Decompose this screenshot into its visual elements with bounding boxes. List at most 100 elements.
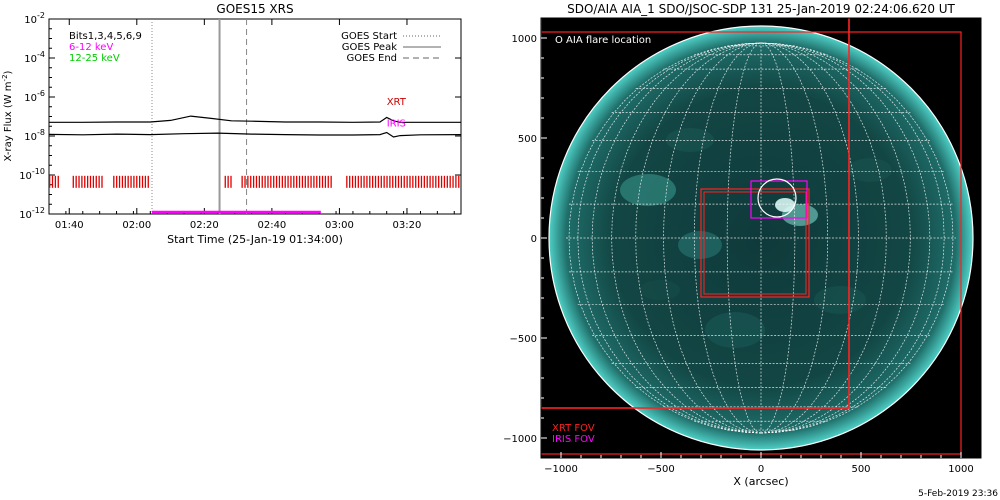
aia-flare-circle bbox=[757, 178, 797, 218]
xrt-coverage-mark bbox=[330, 175, 332, 188]
goes-ytick-label: 10-2 bbox=[24, 11, 45, 26]
aia-xtick-label: 1000 bbox=[948, 464, 973, 475]
xrt-coverage-mark bbox=[435, 175, 437, 188]
goes-ytick-base: 10 bbox=[24, 93, 37, 104]
aia-legend-xrt: XRT FOV bbox=[552, 423, 595, 434]
longitude-line bbox=[726, 42, 762, 434]
goes-ytick-base: 10 bbox=[19, 210, 32, 221]
xrt-coverage-mark bbox=[440, 175, 443, 188]
xrt-coverage-mark bbox=[121, 175, 124, 188]
xrt-coverage-mark bbox=[432, 175, 434, 188]
goes-xtick-label: 03:20 bbox=[393, 220, 422, 231]
goes-ytick-base: 10 bbox=[24, 132, 37, 143]
xrt-coverage-mark bbox=[136, 175, 138, 188]
xrt-coverage-mark bbox=[224, 175, 226, 188]
xrt-coverage-mark bbox=[386, 175, 388, 188]
goes-ytick-base: 10 bbox=[24, 54, 37, 65]
xrt-coverage-mark bbox=[95, 175, 97, 188]
aia-axes: −1000 −500 0 500 1000 −1000 −500 0 500 1000 bbox=[503, 34, 974, 475]
aia-xtick-label: −1000 bbox=[544, 464, 578, 475]
goes-ytick-exp: -10 bbox=[32, 167, 45, 176]
xrt-coverage-mark bbox=[144, 175, 147, 188]
aia-xtick-label: 0 bbox=[758, 464, 764, 475]
goes-xtick-label: 02:00 bbox=[122, 220, 151, 231]
goes-series-line-0 bbox=[49, 115, 461, 123]
longitude-line bbox=[760, 42, 796, 434]
goes-legend-right-item: GOES Peak bbox=[342, 42, 397, 53]
longitude-line bbox=[760, 42, 829, 434]
xrt-coverage-mark bbox=[327, 175, 329, 188]
goes-title: GOES15 XRS bbox=[216, 2, 293, 16]
xrt-coverage-mark bbox=[406, 175, 408, 188]
xrt-coverage-mark bbox=[147, 175, 149, 188]
xrt-coverage-mark bbox=[75, 175, 77, 188]
xrt-coverage-mark bbox=[247, 175, 249, 188]
aia-ytick-label: 0 bbox=[531, 234, 537, 245]
aia-image-panel: SDO/AIA AIA_1 SDO/JSOC-SDP 131 25-Jan-20… bbox=[503, 2, 982, 488]
xrt-coverage-mark bbox=[261, 175, 263, 188]
xrt-coverage-mark bbox=[446, 175, 448, 188]
goes-ytick-exp: -2 bbox=[37, 11, 45, 20]
xrt-coverage-mark bbox=[51, 175, 54, 188]
xrt-coverage-mark bbox=[118, 175, 121, 188]
aia-legend-flare: O AIA flare location bbox=[555, 35, 651, 46]
xrt-coverage-mark bbox=[298, 175, 301, 188]
aia-xtick-label: 500 bbox=[851, 464, 870, 475]
xrt-fov-alt bbox=[541, 18, 850, 409]
xrt-coverage-mark bbox=[293, 175, 295, 188]
xrt-coverage-mark bbox=[133, 175, 135, 188]
xrt-coverage-mark bbox=[255, 175, 258, 188]
goes-legend-left-item: 6-12 keV bbox=[69, 42, 113, 53]
xrt-coverage-mark bbox=[241, 175, 243, 188]
xrt-coverage-mark bbox=[449, 175, 451, 188]
longitude-line bbox=[663, 42, 762, 434]
xrt-coverage-mark bbox=[270, 175, 272, 188]
goes-ytick-base: 10 bbox=[19, 171, 32, 182]
heliographic-grid bbox=[566, 42, 956, 434]
xrt-coverage-mark bbox=[383, 175, 385, 188]
xrt-coverage-mark bbox=[78, 175, 80, 188]
goes-ytick-exp: -12 bbox=[32, 206, 45, 215]
xrt-coverage-mark bbox=[360, 175, 362, 188]
xrt-coverage-mark bbox=[443, 175, 446, 188]
xrt-coverage-mark bbox=[324, 175, 327, 188]
xrt-coverage-mark bbox=[54, 175, 57, 188]
goes-ytick-label: 10-4 bbox=[24, 50, 45, 65]
aia-legend: O AIA flare location XRT FOV IRIS FOV bbox=[552, 35, 651, 445]
longitude-line bbox=[760, 42, 911, 434]
goes-annotation-iris: IRIS bbox=[387, 118, 406, 129]
xrt-coverage-mark bbox=[403, 175, 405, 188]
goes-ylabel-close: ) bbox=[3, 70, 14, 74]
goes-legend-left-item: Bits1,3,4,5,6,9 bbox=[69, 31, 142, 42]
xrt-fov-small bbox=[700, 188, 810, 298]
xrt-coverage-mark bbox=[116, 175, 118, 188]
xrt-coverage-mark bbox=[316, 175, 318, 188]
xrt-coverage-mark bbox=[438, 175, 440, 188]
goes-ytick-label: 10-6 bbox=[24, 89, 45, 104]
xrt-coverage-mark bbox=[349, 175, 351, 188]
xrt-coverage-mark bbox=[429, 175, 431, 188]
xrt-coverage-mark bbox=[113, 175, 115, 188]
xrt-coverage-mark bbox=[452, 175, 454, 188]
xrt-coverage-mark bbox=[412, 175, 414, 188]
goes-ytick-exp: -6 bbox=[37, 89, 45, 98]
xrt-coverage-mark bbox=[81, 175, 83, 188]
fov-overlays bbox=[541, 18, 962, 455]
xrt-coverage-mark bbox=[124, 175, 126, 188]
goes-xtick-label: 02:40 bbox=[257, 220, 286, 231]
goes-legend-left-item: 12-25 keV bbox=[69, 53, 120, 64]
xrt-coverage-mark bbox=[397, 175, 400, 188]
xrt-coverage-mark bbox=[72, 175, 74, 188]
xrt-coverage-mark bbox=[392, 175, 394, 188]
goes-legend-right-item: GOES Start bbox=[341, 31, 397, 42]
goes-ylabel-text: X-ray Flux (W m bbox=[3, 81, 14, 161]
longitude-line bbox=[760, 42, 859, 434]
xrt-coverage-mark bbox=[138, 175, 141, 188]
aia-ytick-label: 500 bbox=[518, 134, 537, 145]
aia-xtick-label: −500 bbox=[647, 464, 674, 475]
xrt-coverage-mark bbox=[86, 175, 89, 188]
aia-title: SDO/AIA AIA_1 SDO/JSOC-SDP 131 25-Jan-20… bbox=[567, 2, 955, 16]
goes-ytick-base: 10 bbox=[24, 15, 37, 26]
iris-fov bbox=[750, 180, 808, 219]
